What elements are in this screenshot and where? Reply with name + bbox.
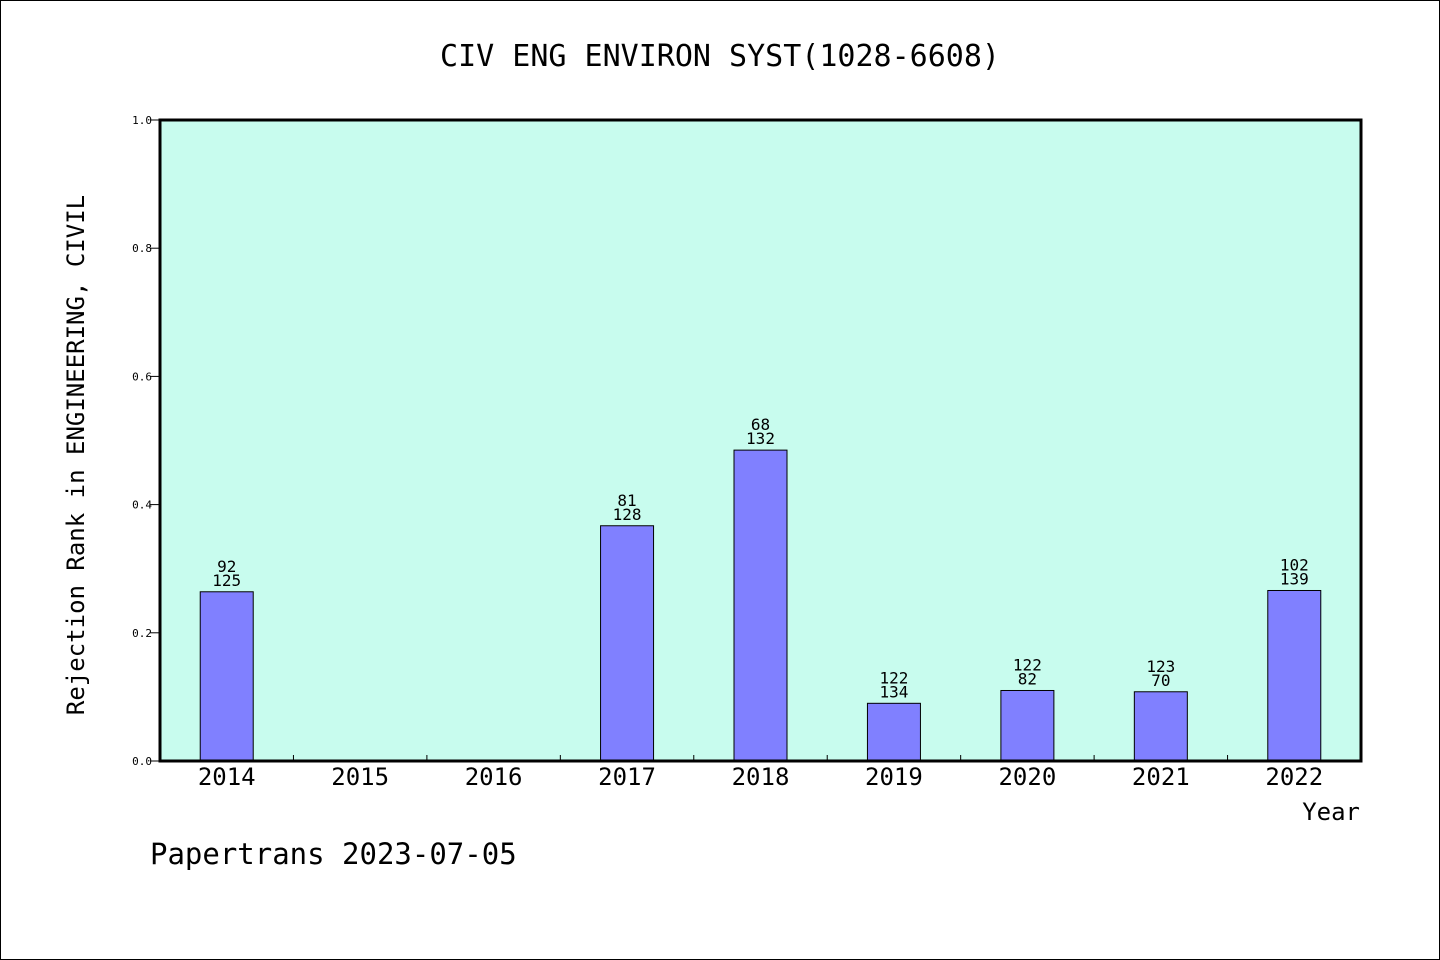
y-tick-label: 0.2 <box>132 627 152 640</box>
y-tick-label: 0.0 <box>132 755 152 768</box>
x-tick-label: 2016 <box>465 763 523 791</box>
bar-label-top: 122 <box>1013 655 1042 674</box>
chart-title: CIV ENG ENVIRON SYST(1028-6608) <box>440 39 1000 74</box>
bar-label-top: 92 <box>217 557 236 576</box>
bar <box>1000 689 1055 762</box>
y-tick-label: 0.8 <box>132 242 152 255</box>
bar-label-top: 102 <box>1280 555 1309 574</box>
y-axis-title: Rejection Rank in ENGINEERING, CIVIL <box>62 195 90 715</box>
x-axis-ticks: 2014 2015 2016 2017 2018 2019 2020 2021 2022 <box>198 755 1323 791</box>
footer-text: Papertrans 2023-07-05 <box>150 837 517 871</box>
x-tick-label: 2017 <box>598 763 656 791</box>
bar <box>1133 691 1188 762</box>
y-tick-label: 0.6 <box>132 370 152 383</box>
bar-label-bottom: 128 <box>613 505 642 524</box>
bar-label-top: 81 <box>617 491 636 510</box>
bar-label-top: 122 <box>879 668 908 687</box>
x-tick-label: 2014 <box>198 763 256 791</box>
x-tick-label: 2022 <box>1265 763 1323 791</box>
bar <box>733 449 788 762</box>
bar-label-bottom: 70 <box>1151 671 1170 690</box>
bars-group <box>199 449 1322 762</box>
bar <box>1267 589 1322 762</box>
x-tick-label: 2015 <box>331 763 389 791</box>
bar-label-top: 68 <box>751 415 770 434</box>
bar <box>866 702 921 762</box>
y-tick-label: 0.4 <box>132 499 152 512</box>
bar <box>199 591 254 762</box>
bar-label-bottom: 125 <box>212 571 241 590</box>
bar-label-bottom: 139 <box>1280 569 1309 588</box>
bar-label-top: 123 <box>1146 657 1175 676</box>
y-axis-ticks: 0.0 0.2 0.4 0.6 0.8 1.0 <box>132 114 160 768</box>
x-axis-title: Year <box>1302 798 1360 826</box>
bar-label-bottom: 132 <box>746 429 775 448</box>
x-tick-label: 2020 <box>998 763 1056 791</box>
bar-label-bottom: 134 <box>879 682 908 701</box>
bar <box>600 525 655 762</box>
x-tick-label: 2021 <box>1132 763 1190 791</box>
x-tick-label: 2018 <box>732 763 790 791</box>
plot-border <box>158 118 1363 763</box>
x-tick-label: 2019 <box>865 763 923 791</box>
bar-label-bottom: 82 <box>1018 669 1037 688</box>
y-tick-label: 1.0 <box>132 114 152 127</box>
